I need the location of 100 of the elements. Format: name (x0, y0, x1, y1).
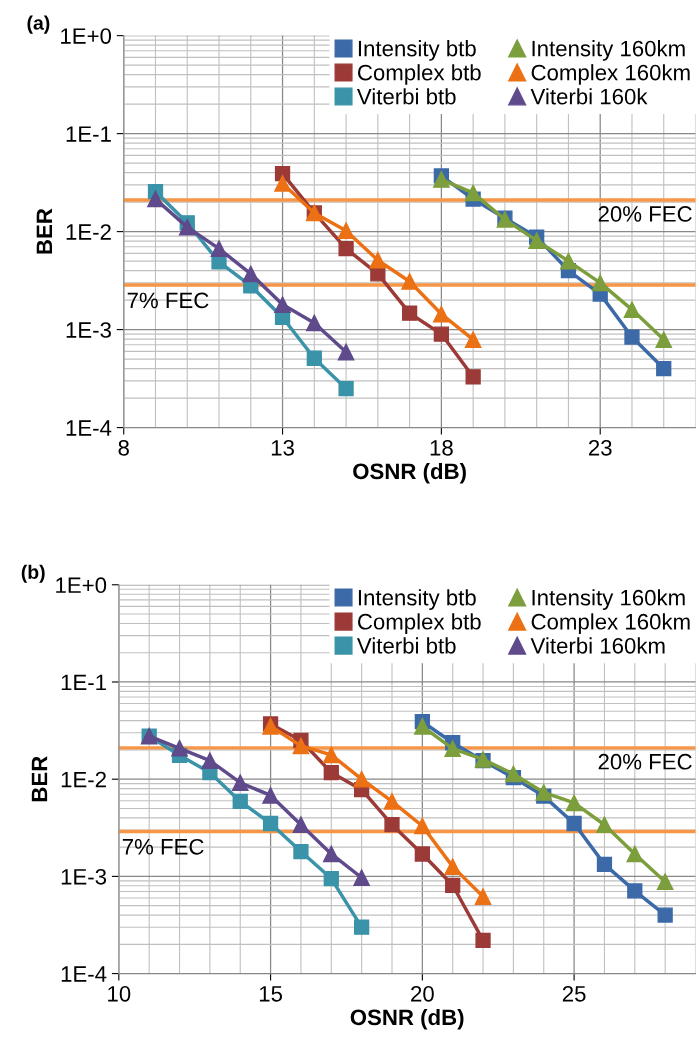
x-tick-label: 15 (259, 986, 283, 1002)
ref-line-label: 7% FEC (127, 292, 209, 309)
point (231, 774, 249, 792)
legend-label: Viterbi 160k (530, 88, 648, 105)
point (433, 326, 450, 342)
legend-label: Complex 160km (531, 613, 690, 634)
x-tick-label: 10 (108, 985, 131, 1002)
x-tick-label: 20 (411, 985, 434, 1002)
point (354, 919, 370, 935)
point (535, 784, 553, 801)
point (623, 301, 641, 318)
point (414, 846, 430, 862)
point (274, 175, 291, 192)
point (445, 877, 461, 893)
y-axis-title: BER (36, 208, 53, 254)
point (566, 815, 582, 832)
point (292, 737, 310, 755)
point (414, 717, 431, 735)
y-tick-label: 1E-3 (61, 868, 107, 885)
legend-label: Complex 160km (531, 64, 690, 85)
point (262, 787, 279, 804)
legend-label: Intensity btb (358, 40, 476, 61)
point (560, 252, 577, 270)
point (232, 793, 248, 810)
text: (b) (21, 564, 45, 583)
point (414, 817, 431, 835)
legend-label: Intensity btb (358, 589, 476, 610)
point (433, 305, 450, 323)
point (528, 232, 546, 249)
point (591, 274, 609, 292)
x-tick-label: 23 (588, 439, 612, 456)
ref-line-label: 7% FEC (122, 838, 204, 855)
y-tick-label: 1E-1 (66, 126, 111, 142)
point (322, 845, 340, 863)
point (293, 843, 309, 860)
point (323, 870, 339, 887)
y-tick-label: 1E-2 (61, 771, 106, 788)
point (596, 856, 613, 872)
ref-line-label: 20% FEC (598, 206, 692, 222)
point (262, 815, 279, 832)
y-tick-label: 1E-1 (61, 674, 106, 691)
x-tick-label: 13 (271, 439, 294, 456)
point (274, 296, 291, 313)
x-tick-label: 8 (118, 439, 129, 456)
point (201, 752, 219, 770)
point (465, 369, 481, 385)
point (401, 273, 418, 290)
point (369, 251, 387, 269)
point (444, 858, 462, 875)
point (464, 331, 482, 348)
point (242, 265, 260, 283)
point (171, 739, 188, 757)
point (353, 869, 370, 887)
legend-label: Viterbi btb (356, 637, 456, 654)
point (178, 218, 196, 236)
point (305, 314, 323, 332)
legend-label: Viterbi btb (356, 88, 456, 105)
point (210, 240, 228, 257)
point (322, 746, 340, 764)
legend-label: Intensity 160km (532, 40, 685, 61)
point (383, 793, 401, 810)
text: (a) (27, 15, 50, 34)
point (627, 883, 643, 899)
x-axis-title: OSNR (dB) (353, 462, 466, 484)
point (337, 343, 355, 361)
point (656, 360, 672, 377)
x-axis-title: OSNR (dB) (350, 1008, 464, 1030)
point (596, 816, 613, 834)
point (147, 190, 164, 208)
point (338, 241, 354, 257)
point (337, 222, 355, 240)
point (657, 907, 673, 923)
point (444, 740, 462, 758)
point (656, 873, 674, 891)
y-tick-label: 1E-2 (66, 224, 111, 240)
point (474, 888, 492, 905)
ref-line-label: 20% FEC (598, 753, 692, 770)
point (323, 764, 339, 781)
point (464, 184, 482, 202)
y-tick-label: 1E-3 (66, 322, 111, 338)
y-tick-label: 1E+0 (61, 28, 112, 44)
y-tick-label: 1E+0 (56, 577, 107, 594)
legend-label: Intensity 160km (532, 589, 685, 610)
point (655, 331, 673, 348)
legend-label: Complex btb (358, 64, 481, 85)
legend-label: Viterbi 160km (530, 637, 665, 654)
point (384, 817, 400, 833)
y-tick-label: 1E-4 (61, 966, 107, 982)
point (353, 770, 370, 788)
y-axis-title: BER (31, 756, 48, 802)
point (475, 932, 491, 948)
point (306, 350, 322, 366)
x-tick-label: 18 (430, 439, 453, 456)
legend-label: Complex btb (358, 613, 481, 634)
point (565, 794, 583, 812)
point (626, 845, 644, 863)
point (401, 305, 418, 321)
point (433, 171, 450, 188)
y-tick-label: 1E-4 (66, 420, 112, 436)
point (624, 329, 640, 345)
